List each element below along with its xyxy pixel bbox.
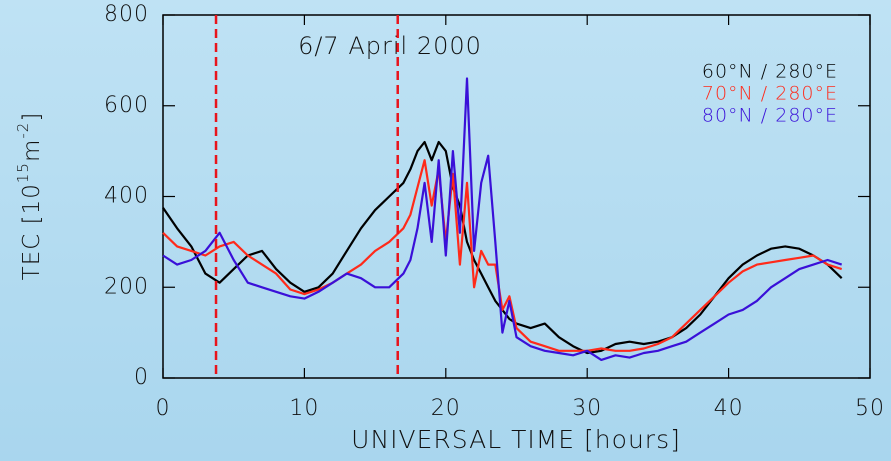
y-tick-label: 400 [104, 184, 149, 209]
y-tick-label: 800 [104, 2, 149, 27]
y-axis-label-part: -2 [14, 122, 32, 139]
series-line [162, 140, 843, 355]
y-tick-label: 200 [104, 274, 149, 299]
x-tick-label: 0 [156, 396, 171, 421]
y-axis-label-part: 15 [14, 162, 32, 183]
y-axis-label-part: ] [19, 112, 45, 122]
y-tick-label: 600 [104, 93, 149, 118]
x-axis-label: UNIVERSAL TIME [hours] [351, 425, 681, 454]
legend-entry: 60°N / 280°E [702, 61, 838, 83]
x-tick-label: 30 [572, 396, 602, 421]
x-tick-label: 50 [855, 396, 885, 421]
x-tick-label: 20 [431, 396, 461, 421]
y-axis-label: TEC [1015m-2] [14, 112, 45, 281]
legend-entry: 70°N / 280°E [702, 83, 838, 105]
y-axis-label-part: TEC [10 [19, 183, 45, 280]
series-line [162, 77, 843, 361]
legend-entry: 80°N / 280°E [702, 105, 838, 127]
y-tick-label: 0 [134, 365, 149, 390]
y-axis-label-part: m [19, 139, 45, 162]
series-line [162, 159, 843, 352]
chart-title: 6/7 April 2000 [298, 32, 482, 60]
x-tick-label: 10 [289, 396, 319, 421]
x-tick-label: 40 [714, 396, 744, 421]
